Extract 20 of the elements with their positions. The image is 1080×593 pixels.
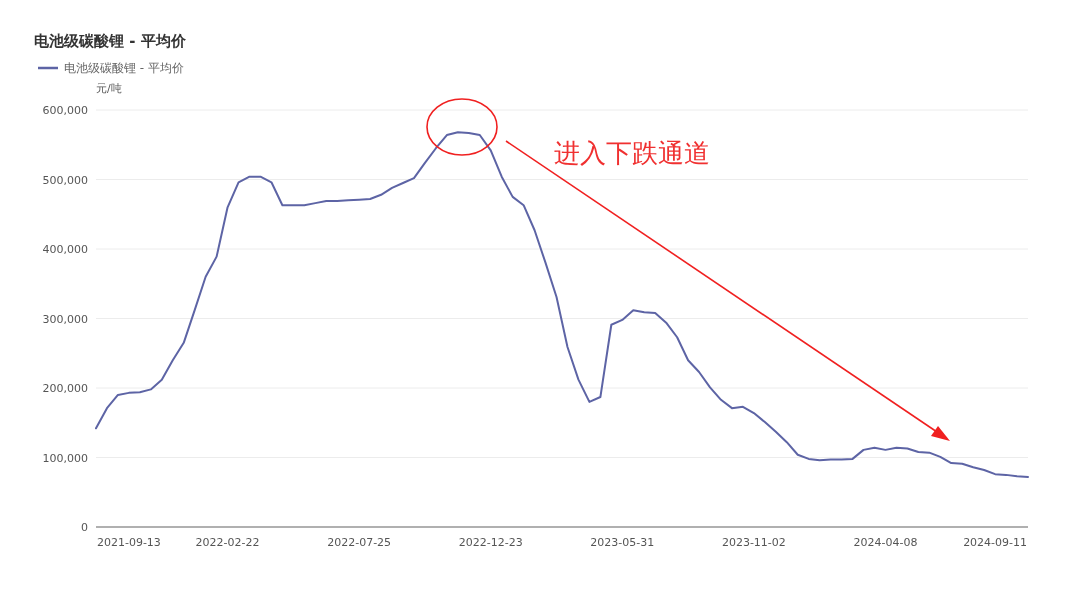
y-tick-label: 300,000 [42, 312, 88, 326]
x-tick-label: 2023-11-02 [721, 536, 786, 549]
chart-title: 电池级碳酸锂 - 平均价 [34, 32, 187, 50]
legend-label: 电池级碳酸锂 - 平均价 [64, 61, 184, 75]
x-tick-label: 2021-09-13 [96, 536, 161, 549]
x-tick-label: 2022-12-23 [458, 536, 523, 549]
x-tick-label: 2024-04-08 [853, 536, 918, 549]
annotation: 进入下跌通道 [554, 138, 710, 168]
x-tick-label: 2024-09-11 [963, 536, 1028, 549]
x-tick-label: 2022-07-25 [327, 536, 392, 549]
x-tick-label: 2023-05-31 [590, 536, 655, 549]
y-tick-label: 500,000 [42, 173, 88, 187]
y-axis-title: 元/吨 [96, 82, 122, 95]
y-tick-label: 0 [81, 521, 88, 534]
y-tick-label: 100,000 [42, 451, 88, 465]
y-tick-label: 400,000 [42, 243, 88, 256]
y-tick-label: 600,000 [42, 104, 88, 117]
y-tick-label: 200,000 [42, 382, 88, 395]
line-series [95, 131, 1029, 478]
x-tick-label: 2022-02-22 [195, 536, 260, 549]
